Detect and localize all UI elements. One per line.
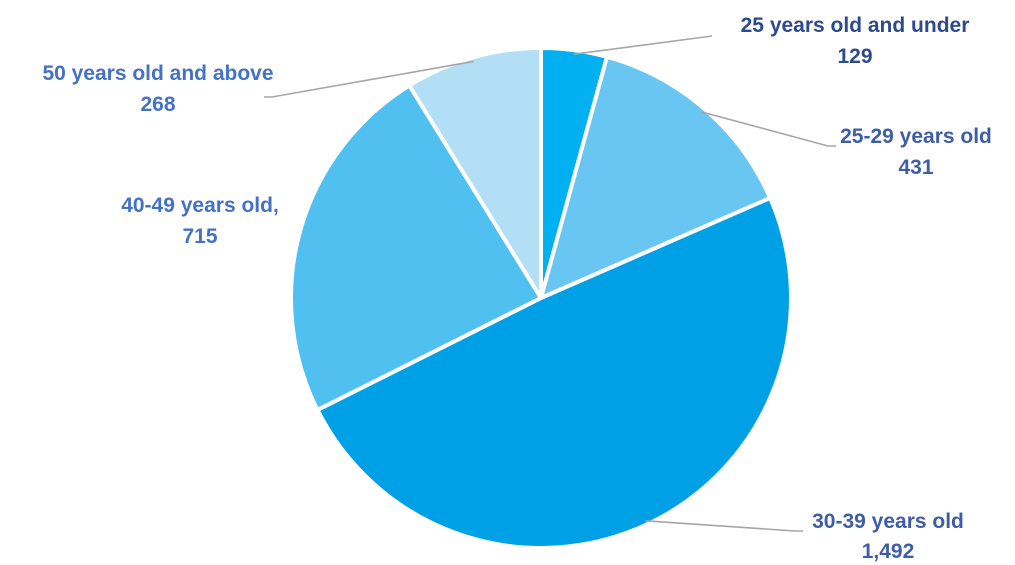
leader-line-30-39 xyxy=(645,520,803,532)
pie-slice-30-39 xyxy=(315,196,793,550)
leader-line-25-29 xyxy=(701,111,836,147)
label-25-and-under-value: 129 xyxy=(837,45,872,68)
label-30-39-value: 1,492 xyxy=(862,540,915,563)
label-30-39-name: 30-39 years old xyxy=(812,510,964,533)
data-labels: 25 years old and under 129 25-29 years o… xyxy=(42,14,991,563)
pie-slice-40-49 xyxy=(289,83,543,412)
leader-lines xyxy=(264,35,836,532)
pie-slice-25-29 xyxy=(539,54,773,300)
leader-line-50-and-above xyxy=(264,60,474,98)
label-40-49-name: 40-49 years old, xyxy=(121,194,279,217)
pie-slice-50-and-above xyxy=(407,46,543,300)
label-50-and-above-name: 50 years old and above xyxy=(42,62,273,85)
leader-line-25-and-under xyxy=(573,35,713,55)
label-25-and-under-name: 25 years old and under xyxy=(741,14,970,37)
pie-slices xyxy=(289,46,793,550)
label-40-49-value: 715 xyxy=(182,225,217,248)
label-50-and-above-value: 268 xyxy=(140,93,175,116)
label-25-29-name: 25-29 years old xyxy=(840,125,992,148)
label-25-29-value: 431 xyxy=(898,156,933,179)
